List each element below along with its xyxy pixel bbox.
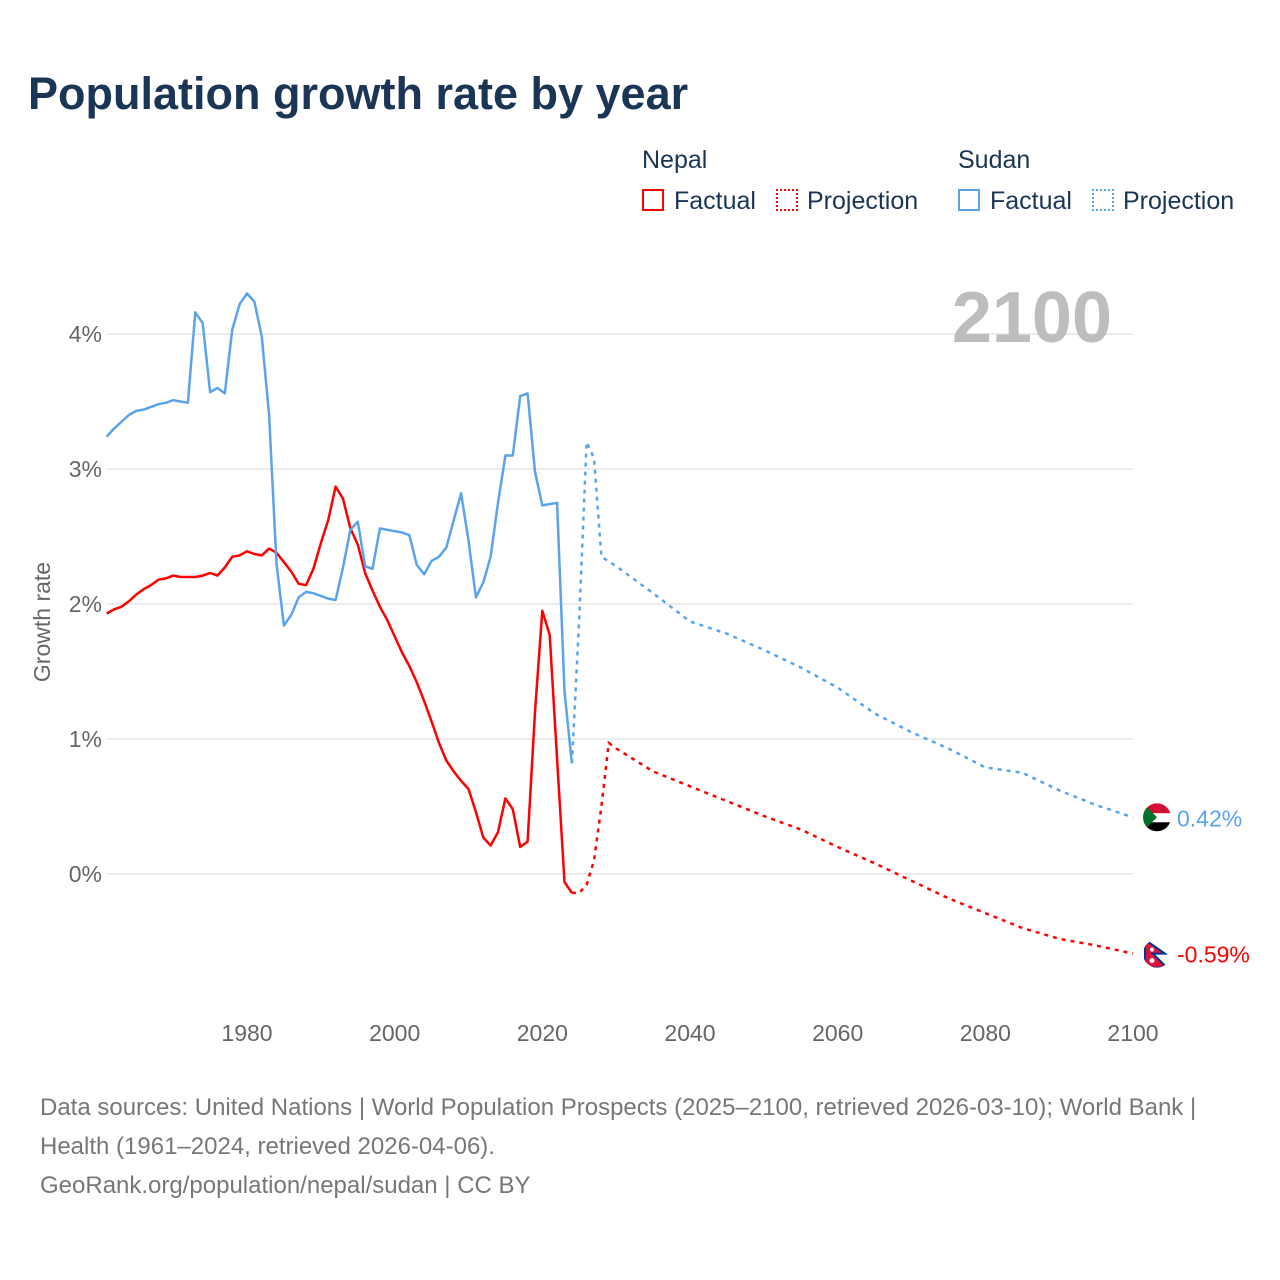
credit-link[interactable]: GeoRank.org/population/nepal/sudan | CC … [40, 1172, 531, 1199]
legend-swatch-sudan-factual [958, 189, 980, 211]
data-sources: Data sources: United Nations | World Pop… [40, 1094, 1197, 1160]
sudan-factual-line [105, 292, 574, 764]
nepal-factual-line [106, 485, 573, 894]
legend-group-nepal: Nepal [642, 146, 708, 174]
legend-swatch-sudan-projection [1092, 189, 1114, 211]
nepal-projection-line [571, 740, 1134, 955]
y-tick-label: 0% [69, 861, 102, 887]
chart-title: Population growth rate by year [28, 68, 689, 119]
legend-label-nepal-factual: Factual [674, 187, 756, 215]
x-tick-label: 2080 [960, 1020, 1011, 1046]
x-tick-label: 2000 [369, 1020, 420, 1046]
y-tick-label: 2% [69, 591, 102, 617]
y-tick-label: 4% [69, 321, 102, 347]
legend-label-sudan-projection: Projection [1123, 187, 1235, 215]
legend-label-sudan-factual: Factual [990, 187, 1072, 215]
sudan-end-label: 0.42% [1177, 805, 1242, 831]
y-axis-label: Growth rate [29, 562, 55, 682]
nepal-end-label: -0.59% [1177, 942, 1250, 968]
y-tick-label: 3% [69, 456, 102, 482]
legend-label-nepal-projection: Projection [807, 187, 919, 215]
legend-swatch-nepal-projection [776, 189, 798, 211]
x-tick-label: 2100 [1107, 1020, 1158, 1046]
x-tick-label: 2040 [664, 1020, 715, 1046]
legend-group-sudan: Sudan [958, 146, 1031, 174]
sudan-projection-line [570, 441, 1134, 819]
x-tick-label: 1980 [221, 1020, 272, 1046]
legend-swatch-nepal-factual [642, 189, 664, 211]
x-tick-label: 2060 [812, 1020, 863, 1046]
footer: Data sources: United Nations | World Pop… [40, 1088, 1240, 1205]
year-label: 2100 [952, 278, 1112, 358]
y-tick-label: 1% [69, 726, 102, 752]
nepal-flag-icon [1143, 939, 1171, 968]
x-tick-label: 2020 [517, 1020, 568, 1046]
sudan-flag-icon [1143, 803, 1171, 832]
